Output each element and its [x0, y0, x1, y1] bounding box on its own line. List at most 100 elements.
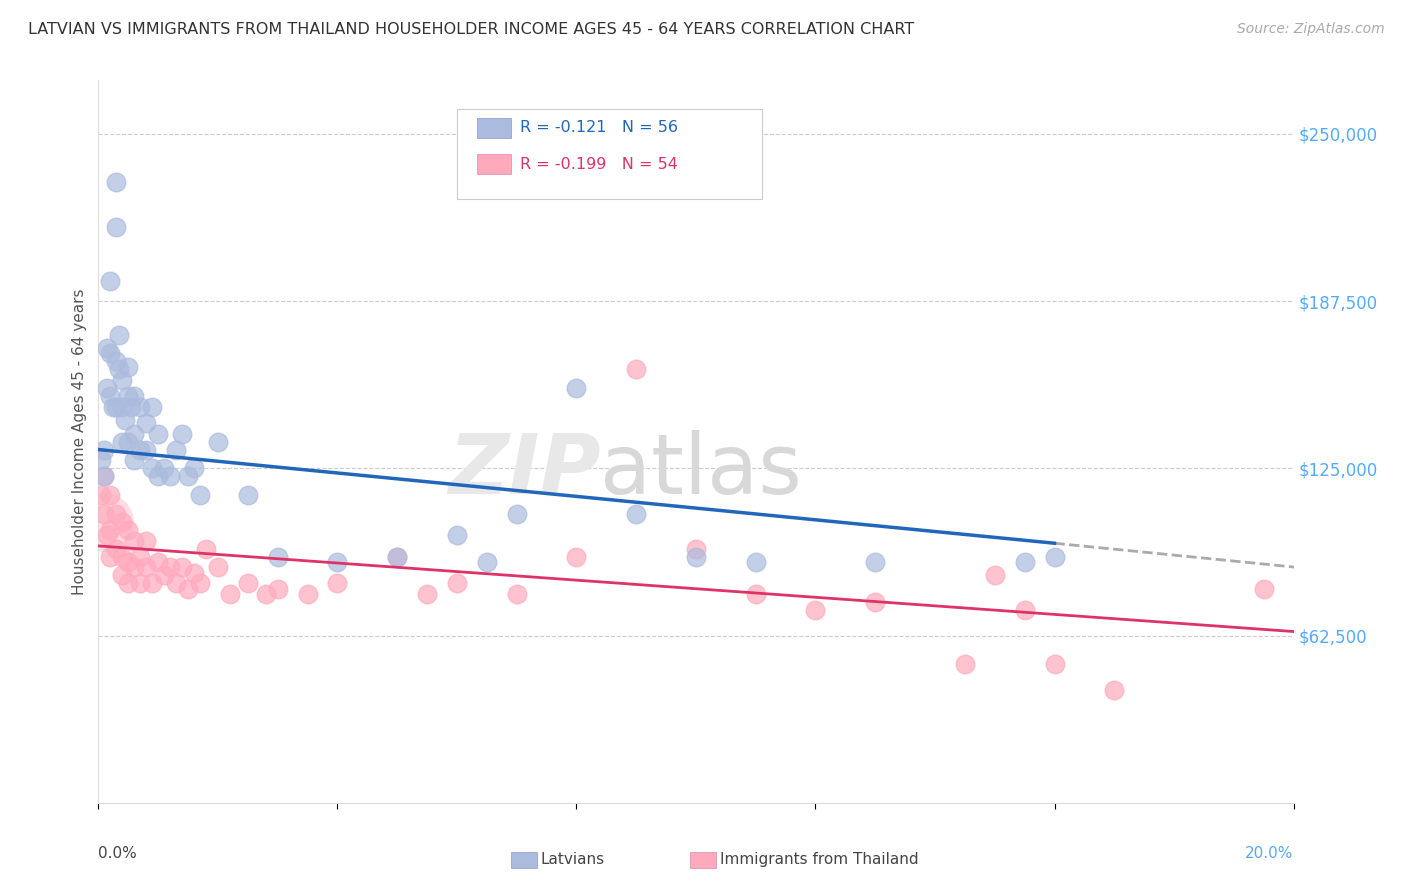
Y-axis label: Householder Income Ages 45 - 64 years: Householder Income Ages 45 - 64 years [72, 288, 87, 595]
FancyBboxPatch shape [457, 109, 762, 200]
Point [159, 560, 181, 574]
Point [506, 587, 529, 601]
Point [120, 400, 142, 414]
Point [111, 400, 134, 414]
Point [129, 549, 152, 564]
Point [865, 595, 887, 609]
Bar [477, 118, 510, 138]
Point [177, 469, 200, 483]
Point [148, 555, 170, 569]
Point [195, 541, 218, 556]
Point [183, 461, 205, 475]
Bar [477, 154, 510, 174]
Point [1253, 582, 1275, 596]
Point [96, 381, 118, 395]
Point [188, 576, 211, 591]
Text: ZIP: ZIP [447, 430, 600, 511]
Point [685, 549, 707, 564]
Point [98, 488, 122, 502]
Point [236, 488, 259, 502]
Point [90, 488, 112, 502]
Point [98, 549, 122, 564]
Text: Source: ZipAtlas.com: Source: ZipAtlas.com [1237, 22, 1385, 37]
Point [506, 507, 529, 521]
Point [111, 373, 134, 387]
Point [236, 576, 259, 591]
Point [172, 426, 194, 441]
Point [1014, 555, 1036, 569]
Point [105, 354, 128, 368]
Point [385, 549, 409, 564]
Point [93, 507, 115, 521]
Point [1014, 603, 1036, 617]
Point [153, 568, 176, 582]
Point [124, 389, 146, 403]
Point [254, 587, 277, 601]
Point [111, 549, 134, 564]
Point [745, 587, 768, 601]
Point [267, 582, 290, 596]
Text: Immigrants from Thailand: Immigrants from Thailand [720, 853, 918, 867]
Point [159, 469, 181, 483]
Point [117, 389, 139, 403]
Point [626, 362, 648, 376]
Point [117, 359, 139, 374]
Text: Latvians: Latvians [541, 853, 605, 867]
Point [93, 469, 115, 483]
Point [626, 507, 648, 521]
Point [141, 576, 163, 591]
Point [108, 327, 131, 342]
Point [108, 362, 131, 376]
Point [188, 488, 211, 502]
Point [416, 587, 439, 601]
Point [297, 587, 319, 601]
Point [98, 346, 122, 360]
Point [1104, 683, 1126, 698]
Point [446, 528, 468, 542]
Point [141, 461, 163, 475]
Point [93, 442, 115, 457]
Point [745, 555, 768, 569]
Point [135, 416, 157, 430]
Point [565, 381, 588, 395]
Point [267, 549, 290, 564]
Point [129, 576, 152, 591]
Point [93, 469, 115, 483]
Point [326, 555, 349, 569]
Point [98, 523, 122, 537]
Point [98, 274, 122, 288]
Point [96, 341, 118, 355]
Point [148, 469, 170, 483]
Point [105, 220, 128, 235]
Text: 20.0%: 20.0% [1246, 847, 1294, 861]
Point [1043, 657, 1066, 671]
Point [135, 533, 157, 548]
Bar [690, 852, 716, 868]
Point [865, 555, 887, 569]
Point [93, 515, 115, 529]
Point [177, 582, 200, 596]
Point [207, 560, 229, 574]
Point [117, 523, 139, 537]
Point [685, 541, 707, 556]
Point [111, 568, 134, 582]
Point [105, 541, 128, 556]
Point [135, 442, 157, 457]
Point [105, 400, 128, 414]
Point [326, 576, 349, 591]
Point [111, 515, 134, 529]
Text: atlas: atlas [600, 430, 801, 511]
Point [105, 507, 128, 521]
Point [114, 413, 136, 427]
Point [90, 453, 112, 467]
Point [103, 400, 125, 414]
Point [565, 549, 588, 564]
Point [96, 528, 118, 542]
Point [111, 434, 134, 449]
Point [117, 576, 139, 591]
Point [219, 587, 242, 601]
Point [124, 560, 146, 574]
Point [984, 568, 1007, 582]
Point [172, 560, 194, 574]
Point [124, 426, 146, 441]
